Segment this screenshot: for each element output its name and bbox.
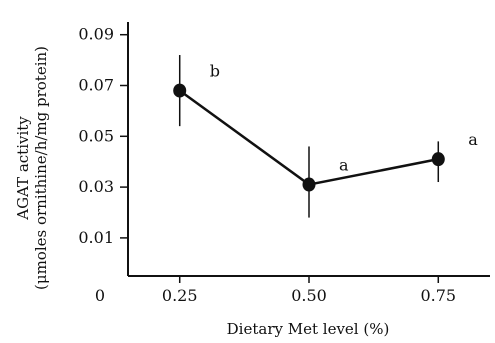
data-point bbox=[302, 177, 316, 192]
x-axis: 0.25 0.50 0.75 bbox=[128, 275, 490, 305]
data-point bbox=[173, 83, 187, 98]
y-axis-title-line-1: AGAT activity bbox=[14, 116, 32, 221]
plot-area: b a a bbox=[173, 55, 478, 218]
y-axis: 0.01 0.03 0.05 0.07 0.09 bbox=[78, 22, 129, 276]
y-tick-label: 0.09 bbox=[78, 25, 114, 44]
y-tick-label: 0.01 bbox=[78, 228, 114, 247]
x-axis-title: Dietary Met level (%) bbox=[227, 320, 390, 338]
origin-label: 0 bbox=[95, 286, 105, 305]
x-tick-label: 0.75 bbox=[420, 286, 456, 305]
y-tick-label: 0.05 bbox=[78, 126, 114, 145]
x-tick-label: 0.25 bbox=[162, 286, 198, 305]
x-tick-label: 0.50 bbox=[291, 286, 327, 305]
data-point bbox=[431, 152, 445, 167]
y-tick-label: 0.03 bbox=[78, 177, 114, 196]
significance-letter: a bbox=[339, 156, 349, 175]
y-axis-title-line-2: (μmoles ornithine/h/mg protein) bbox=[32, 46, 50, 290]
y-axis-title: AGAT activity (μmoles ornithine/h/mg pro… bbox=[14, 46, 50, 290]
significance-letter: b bbox=[210, 62, 220, 81]
y-tick-label: 0.07 bbox=[78, 76, 114, 95]
significance-letter: a bbox=[468, 130, 478, 149]
